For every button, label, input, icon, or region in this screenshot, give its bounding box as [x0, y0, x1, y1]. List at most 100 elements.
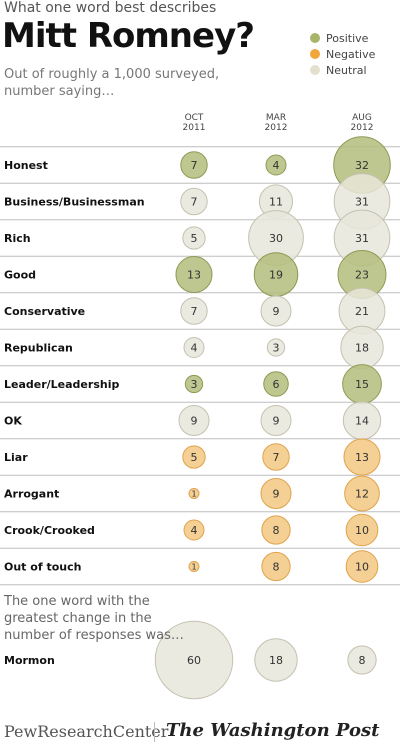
pew-logo: PewResearchCenter — [4, 722, 169, 741]
column-header-month: AUG — [352, 113, 372, 123]
data-label: 5 — [191, 232, 198, 245]
bubble — [261, 515, 291, 545]
data-label: 1 — [191, 563, 196, 572]
row-label: OK — [4, 415, 22, 428]
row-label: Rich — [4, 232, 31, 245]
data-label: 5 — [191, 451, 198, 464]
bubble — [183, 337, 205, 358]
data-label: 8 — [359, 654, 366, 667]
bubble — [184, 374, 204, 394]
row-label: Honest — [4, 159, 48, 172]
kicker: What one word best describes — [4, 0, 217, 16]
column-header-year: 2011 — [183, 123, 206, 133]
bubble — [260, 478, 292, 509]
legend-item-positive: Positive — [310, 30, 375, 46]
data-label: 30 — [269, 232, 283, 245]
row-label: Arrogant — [4, 488, 59, 501]
legend-swatch-negative — [310, 49, 320, 59]
data-label: 6 — [273, 378, 280, 391]
row-label: Good — [4, 269, 36, 282]
legend-label: Neutral — [326, 63, 367, 77]
bubble — [180, 187, 208, 216]
legend: Positive Negative Neutral — [310, 30, 375, 78]
data-label: 4 — [191, 524, 198, 537]
data-label: 9 — [273, 305, 280, 318]
bubble — [265, 154, 287, 176]
legend-swatch-neutral — [310, 65, 320, 75]
data-label: 7 — [191, 305, 198, 318]
column-header-month: OCT — [185, 113, 204, 123]
row-label: Republican — [4, 342, 73, 355]
row-dividers — [0, 146, 400, 586]
bubble — [180, 151, 208, 179]
data-label: 7 — [191, 159, 198, 172]
row-label: Business/Businessman — [4, 196, 145, 209]
legend-item-neutral: Neutral — [310, 62, 375, 78]
bubble — [260, 405, 292, 436]
data-label: 60 — [187, 654, 201, 667]
bubble — [182, 226, 206, 250]
greatest-change-note: The one word with the greatest change in… — [4, 594, 184, 643]
bubble — [262, 443, 290, 471]
data-label: 23 — [355, 269, 369, 282]
row-label: Out of touch — [4, 561, 81, 574]
data-label: 9 — [273, 488, 280, 501]
data-label: 13 — [355, 451, 369, 464]
legend-swatch-positive — [310, 33, 320, 43]
data-label: 31 — [355, 196, 369, 209]
bubble — [182, 445, 206, 469]
data-label: 9 — [191, 415, 198, 428]
data-label: 8 — [273, 524, 280, 537]
data-label: 19 — [269, 269, 283, 282]
legend-label: Negative — [326, 47, 376, 61]
bubble — [183, 519, 205, 541]
washington-post-logo: The Washington Post — [166, 720, 380, 741]
data-label: 15 — [355, 378, 369, 391]
bubble — [254, 638, 298, 682]
column-header-year: 2012 — [351, 123, 374, 133]
bubble — [345, 550, 379, 583]
data-label: 9 — [273, 415, 280, 428]
footer: PewResearchCenter The Washington Post — [4, 720, 396, 744]
bubble — [188, 488, 200, 499]
legend-item-negative: Negative — [310, 46, 375, 62]
legend-label: Positive — [326, 31, 369, 45]
bubble — [347, 645, 377, 675]
data-label: 18 — [355, 342, 369, 355]
bubble — [260, 295, 292, 327]
bubble-chart: OCT2011MAR2012AUG2012HonestBusiness/Busi… — [0, 113, 400, 700]
data-label: 8 — [273, 561, 280, 574]
row-label: Conservative — [4, 305, 85, 318]
bubble — [175, 255, 213, 294]
bubble — [263, 371, 289, 397]
row-label-mormon: Mormon — [4, 654, 55, 667]
bubble — [345, 513, 379, 547]
data-label: 1 — [191, 490, 196, 499]
bubble — [154, 620, 234, 700]
data-label: 18 — [269, 654, 283, 667]
data-label: 10 — [355, 524, 369, 537]
data-label: 12 — [355, 488, 369, 501]
column-header-month: MAR — [266, 113, 286, 123]
data-label: 3 — [273, 342, 280, 355]
bubble — [180, 297, 208, 325]
data-label: 11 — [269, 196, 283, 209]
data-label: 10 — [355, 561, 369, 574]
bubble — [266, 338, 286, 357]
data-label: 14 — [355, 415, 369, 428]
data-label: 31 — [355, 232, 369, 245]
data-label: 32 — [355, 159, 369, 172]
data-label: 7 — [191, 196, 198, 209]
chart-title: Mitt Romney? — [2, 16, 255, 56]
data-label: 21 — [355, 305, 369, 318]
bubble — [261, 551, 291, 582]
row-label: Leader/Leadership — [4, 378, 119, 391]
footer-divider — [154, 722, 155, 742]
subtitle: Out of roughly a 1,000 surveyed, number … — [4, 67, 220, 99]
row-label: Liar — [4, 451, 28, 464]
data-label: 3 — [191, 378, 198, 391]
bubble — [343, 438, 381, 476]
data-label: 4 — [191, 342, 198, 355]
data-label: 4 — [273, 159, 280, 172]
